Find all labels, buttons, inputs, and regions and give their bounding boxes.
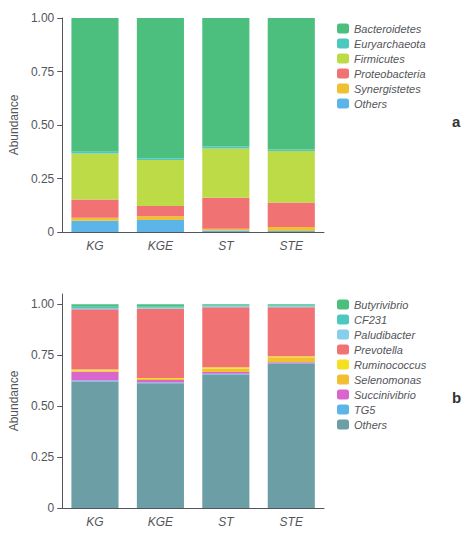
svg-text:KG: KG <box>86 239 103 253</box>
svg-text:Succinivibrio: Succinivibrio <box>354 389 416 401</box>
svg-text:0.25: 0.25 <box>31 172 55 186</box>
svg-text:ST: ST <box>218 239 235 253</box>
svg-text:Proteobacteria: Proteobacteria <box>354 68 426 80</box>
svg-text:Abundance: Abundance <box>7 94 21 155</box>
svg-text:Butyrivibrio: Butyrivibrio <box>354 299 408 311</box>
svg-text:Selenomonas: Selenomonas <box>354 374 422 386</box>
svg-text:Paludibacter: Paludibacter <box>354 329 416 341</box>
svg-text:KGE: KGE <box>148 515 174 529</box>
svg-text:Synergistetes: Synergistetes <box>354 83 421 95</box>
svg-text:Prevotella: Prevotella <box>354 344 403 356</box>
svg-text:0: 0 <box>48 501 55 515</box>
svg-text:0.50: 0.50 <box>31 118 55 132</box>
svg-text:Abundance: Abundance <box>7 370 21 431</box>
svg-text:0.50: 0.50 <box>31 399 55 413</box>
svg-text:STE: STE <box>280 239 304 253</box>
svg-text:Ruminococcus: Ruminococcus <box>354 359 427 371</box>
svg-text:TG5: TG5 <box>354 404 376 416</box>
svg-text:KG: KG <box>86 515 103 529</box>
svg-text:CF231: CF231 <box>354 314 387 326</box>
svg-text:Euryarchaeota: Euryarchaeota <box>354 38 426 50</box>
svg-text:1.00: 1.00 <box>31 11 55 25</box>
svg-text:1.00: 1.00 <box>31 297 55 311</box>
svg-text:0.25: 0.25 <box>31 450 55 464</box>
svg-text:0.75: 0.75 <box>31 65 55 79</box>
svg-text:Others: Others <box>354 419 388 431</box>
svg-text:KGE: KGE <box>148 239 174 253</box>
svg-text:ST: ST <box>218 515 235 529</box>
svg-text:STE: STE <box>280 515 304 529</box>
svg-text:0: 0 <box>48 225 55 239</box>
svg-text:Firmicutes: Firmicutes <box>354 53 405 65</box>
svg-text:Bacteroidetes: Bacteroidetes <box>354 23 422 35</box>
svg-text:0.75: 0.75 <box>31 348 55 362</box>
svg-text:b: b <box>452 389 461 406</box>
svg-text:a: a <box>452 113 461 130</box>
svg-text:Others: Others <box>354 98 388 110</box>
